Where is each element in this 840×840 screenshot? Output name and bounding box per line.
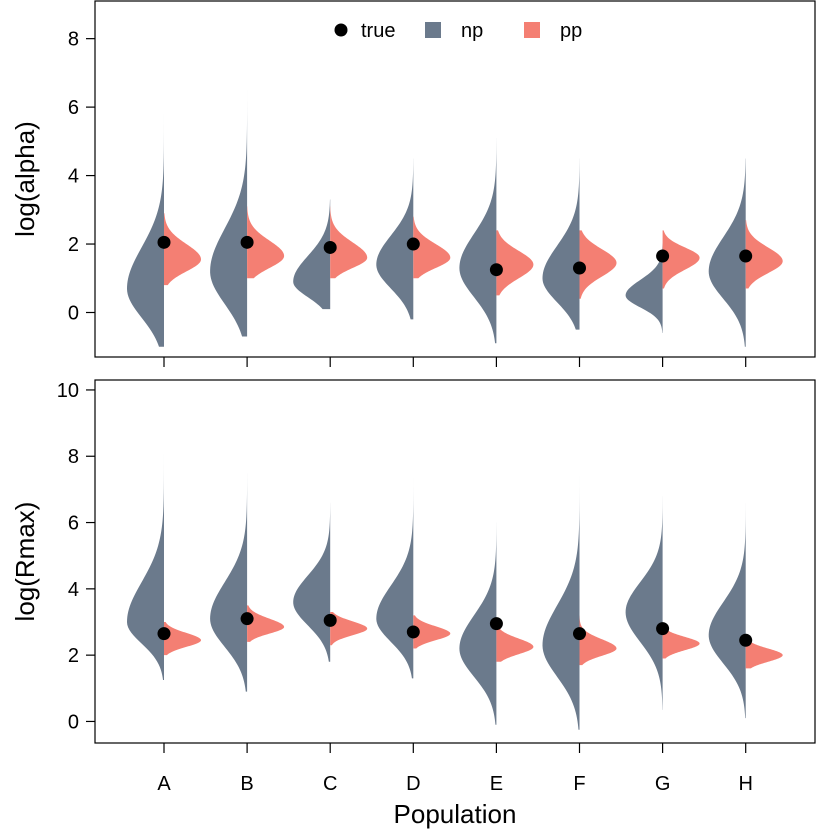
legend-pp-swatch xyxy=(524,22,540,38)
y-tick-label: 10 xyxy=(57,380,79,402)
legend-true-label: true xyxy=(361,20,395,42)
true-point-C xyxy=(323,240,337,254)
x-tick-label: H xyxy=(738,773,752,795)
np-violin-G xyxy=(625,233,663,334)
np-violin-C xyxy=(293,502,331,662)
np-violin-D xyxy=(376,472,414,679)
pp-violin-E xyxy=(496,230,534,296)
x-axis: A B C D E F G H xyxy=(157,773,753,795)
pp-violin-B xyxy=(247,206,285,279)
x-tick-label: C xyxy=(323,773,337,795)
true-point-D xyxy=(406,237,420,251)
legend-np-label: np xyxy=(461,20,483,42)
true-point-D xyxy=(406,625,420,639)
y-tick-label: 4 xyxy=(68,579,79,601)
np-violin-D xyxy=(376,158,414,320)
x-tick-label: A xyxy=(157,773,171,795)
np-violin-F xyxy=(542,469,580,730)
y-tick-label: 0 xyxy=(68,711,79,733)
legend: true np pp xyxy=(334,20,582,42)
pp-violin-C xyxy=(330,206,368,279)
x-tick-label: B xyxy=(240,773,253,795)
np-violin-A xyxy=(127,442,164,681)
pp-violin-C xyxy=(330,612,368,646)
np-violin-H xyxy=(708,502,746,719)
pp-violin-D xyxy=(413,216,451,279)
y-axis-title: log(alpha) xyxy=(10,121,40,237)
true-point-H xyxy=(739,249,753,263)
pp-violin-A xyxy=(164,213,201,286)
true-point-E xyxy=(489,263,503,277)
pp-violin-G xyxy=(662,628,700,659)
pp-violin-H xyxy=(745,220,783,289)
rmax-panel: 0 2 4 6 8 10 log(Rmax) xyxy=(10,379,816,753)
np-violin-E xyxy=(459,137,497,344)
y-tick-label: 0 xyxy=(68,303,79,325)
pp-violin-G xyxy=(662,230,700,289)
true-point-A xyxy=(157,235,171,249)
legend-pp-label: pp xyxy=(560,20,582,42)
true-point-G xyxy=(656,622,670,636)
pp-violin-E xyxy=(496,625,534,662)
legend-np-swatch xyxy=(425,22,441,38)
pp-violin-F xyxy=(579,615,617,666)
panel-frame xyxy=(94,379,816,744)
x-tick-label: G xyxy=(655,773,671,795)
np-violin-B xyxy=(210,86,248,337)
x-tick-label: E xyxy=(490,773,503,795)
y-tick-label: 8 xyxy=(68,446,79,468)
x-tick-label: F xyxy=(573,773,585,795)
pp-violin-A xyxy=(164,622,201,656)
true-point-A xyxy=(157,627,171,641)
panel-frame xyxy=(94,0,816,358)
true-point-H xyxy=(739,633,753,647)
np-violin-G xyxy=(625,496,663,710)
pp-violin-F xyxy=(579,230,617,299)
np-violin-E xyxy=(459,522,497,725)
pp-violin-D xyxy=(413,615,451,649)
np-violin-F xyxy=(542,158,580,330)
np-violin-A xyxy=(127,110,164,347)
y-tick-label: 2 xyxy=(68,645,79,667)
y-tick-label: 8 xyxy=(68,29,79,51)
y-tick-label: 4 xyxy=(68,166,79,188)
np-violin-H xyxy=(708,158,746,347)
true-point-C xyxy=(323,613,337,627)
true-point-B xyxy=(240,235,254,249)
np-violin-B xyxy=(210,472,248,692)
y-tick-label: 2 xyxy=(68,234,79,256)
legend-true-marker xyxy=(334,23,348,37)
y-axis-title: log(Rmax) xyxy=(10,502,40,622)
np-violin-C xyxy=(293,199,331,310)
y-tick-label: 6 xyxy=(68,97,79,119)
pp-violin-B xyxy=(247,605,285,642)
true-point-G xyxy=(656,249,670,263)
true-point-B xyxy=(240,612,254,626)
true-point-E xyxy=(489,617,503,631)
true-point-F xyxy=(573,261,586,275)
y-tick-label: 6 xyxy=(68,513,79,535)
pp-violin-H xyxy=(745,638,783,669)
true-point-F xyxy=(573,627,586,641)
x-axis-title: Population xyxy=(394,799,517,829)
x-tick-label: D xyxy=(406,773,420,795)
alpha-panel: 0 2 4 6 8 log(alpha) xyxy=(10,0,816,367)
